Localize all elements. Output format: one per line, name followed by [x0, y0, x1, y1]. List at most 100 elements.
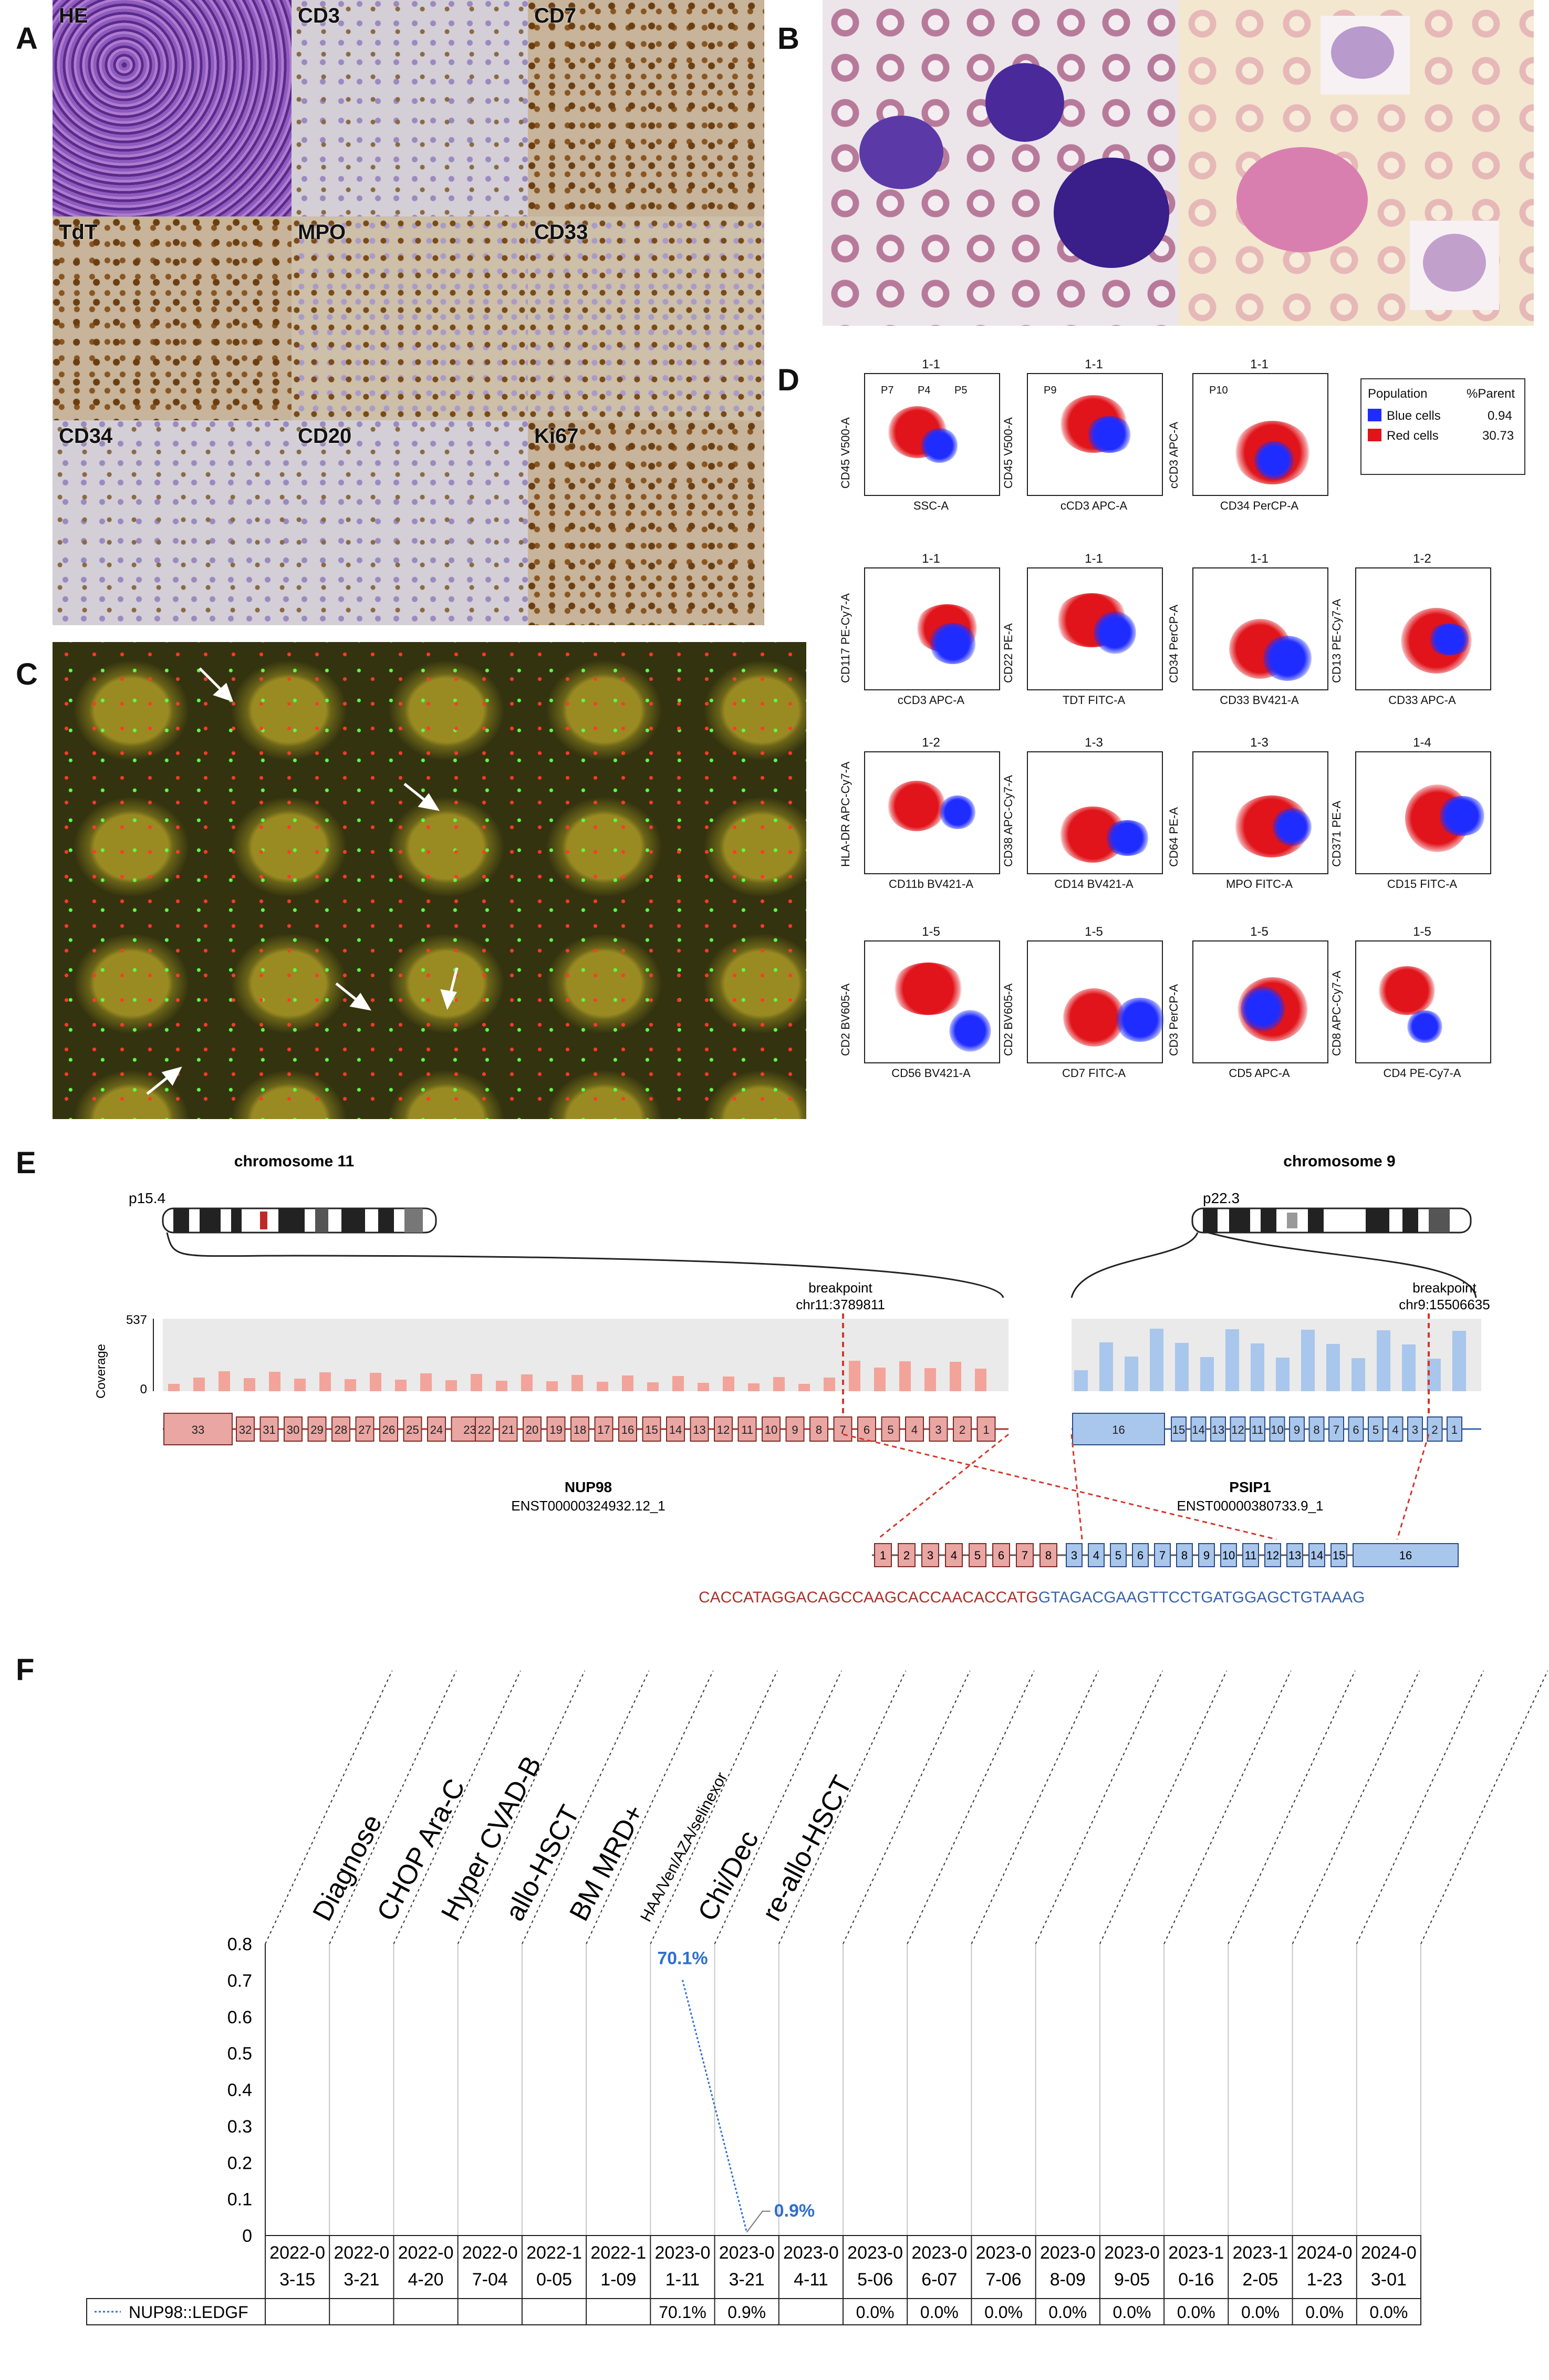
date-tick-label: 2023-0 [976, 2243, 1032, 2263]
nup98-exon-label: 26 [382, 1423, 395, 1436]
coverage-axis-label: Coverage [94, 1344, 108, 1399]
flow-plot-title: 1-3 [1250, 736, 1269, 750]
point-label: 70.1% [657, 1949, 708, 1969]
date-tick-label: 8-09 [1050, 2270, 1086, 2290]
nup98-exon [762, 1416, 781, 1442]
header-diagonal [971, 1671, 1099, 1944]
coverage-bar [521, 1374, 533, 1391]
header-diagonal [843, 1671, 971, 1944]
nup98-exon-label: 12 [717, 1423, 730, 1436]
psip1-exon [1171, 1416, 1187, 1442]
nup98-exon-label: 13 [693, 1423, 705, 1436]
fusion-exon-nup98 [969, 1543, 986, 1567]
nup98-exon [284, 1416, 303, 1442]
coverage-bar [622, 1375, 633, 1391]
coverage-tick-min: 0 [140, 1382, 147, 1396]
coverage-bar [1150, 1329, 1163, 1391]
nup98-exon-label: 28 [335, 1423, 347, 1436]
date-tick-label: 7-04 [472, 2270, 508, 2290]
value-row [86, 2298, 1421, 2325]
legend-header-population: Population [1368, 387, 1428, 401]
coverage-bar [219, 1371, 230, 1391]
ihc-tile-cd7: CD7 [528, 0, 765, 218]
flow-plot-x-label: cCD3 APC-A [1060, 499, 1128, 512]
header-diagonal [1228, 1671, 1356, 1944]
coverage-bar [193, 1378, 205, 1391]
fusion-exon-nup98 [921, 1543, 939, 1567]
psip1-exon [1328, 1416, 1344, 1442]
date-tick-label: 2024-0 [1361, 2243, 1417, 2263]
flow-plot [864, 567, 1000, 690]
blue-cell-cloud [1115, 998, 1166, 1042]
y-tick-label: 0.1 [227, 2190, 252, 2210]
blue-cell-cloud [1094, 611, 1136, 654]
chr9-breakpoint-label: breakpoint [1412, 1280, 1477, 1296]
date-tick-label: 5-06 [857, 2270, 893, 2290]
date-tick-label: 6-07 [921, 2270, 957, 2290]
nup98-exon [905, 1416, 924, 1442]
table-value: 70.1% [659, 2303, 706, 2322]
flow-plot-x-label: CD4 PE-Cy7-A [1383, 1067, 1461, 1080]
panel-label-a: A [16, 22, 38, 56]
coverage-bar [975, 1369, 986, 1391]
flow-plot [1192, 567, 1328, 690]
coverage-bar [546, 1381, 558, 1391]
chr9-title: chromosome 9 [1283, 1153, 1395, 1170]
ihc-tile-cd20: CD20 [292, 420, 529, 626]
gate-label: P4 [918, 385, 931, 396]
fusion-exon-label: 3 [927, 1549, 933, 1562]
date-tick-label: 3-21 [729, 2270, 765, 2290]
table-value: 0.0% [1305, 2303, 1344, 2322]
nup98-exon [642, 1416, 661, 1442]
y-tick-label: 0.5 [227, 2044, 252, 2064]
fusion-exon-label: 13 [1288, 1549, 1301, 1562]
fusion-transcript: 1 2 3 4 5 6 7 8 3 4 5 6 7 8 9 10 11 12 13 14 15 16 [872, 1543, 1459, 1567]
nup98-exon [355, 1416, 375, 1442]
coverage-bar [798, 1384, 810, 1391]
psip1-exon [1269, 1416, 1285, 1442]
header-diagonal [907, 1671, 1035, 1944]
flow-plot-title: 1-1 [922, 552, 940, 566]
nup98-exon [666, 1416, 685, 1442]
flow-plot-y-label: CD45 V500-A [839, 417, 852, 489]
coverage-bar [1402, 1344, 1416, 1391]
coverage-bar [1377, 1330, 1390, 1391]
fusion-exon-label: 7 [1022, 1549, 1028, 1562]
date-tick-label: 2023-0 [655, 2243, 711, 2263]
flow-plot: P9 [1027, 373, 1163, 496]
coverage-bar [571, 1375, 583, 1391]
psip1-exon [1210, 1416, 1226, 1442]
fusion-exon-nup98 [874, 1543, 892, 1567]
date-tick-label: 0-16 [1178, 2270, 1214, 2290]
coverage-bar [471, 1374, 482, 1391]
nup98-exon [570, 1416, 589, 1442]
nup98-exon [833, 1416, 853, 1442]
coverage-bar [1251, 1343, 1264, 1391]
red-cell-cloud [891, 963, 965, 1015]
table-value: 0.0% [984, 2303, 1023, 2322]
blood-smear-left [823, 0, 1179, 326]
flow-plot [1027, 751, 1163, 874]
flow-plot-x-label: CD7 FITC-A [1062, 1067, 1126, 1080]
ihc-tile-he: HE [53, 0, 293, 218]
y-tick-label: 0.4 [227, 2081, 252, 2100]
date-tick-label: 2022-1 [526, 2243, 582, 2263]
coverage-bar [1099, 1342, 1113, 1391]
gate-label: P10 [1209, 385, 1228, 396]
event-label: Chi/Dec [692, 1826, 765, 1926]
nup98-exon-label: 17 [597, 1423, 610, 1436]
fusion-exon-nup98 [992, 1543, 1010, 1567]
table-value: 0.0% [1241, 2303, 1280, 2322]
date-tick-label: 2022-1 [590, 2243, 646, 2263]
psip1-transcript: ENST00000380733.9_1 [1177, 1498, 1323, 1514]
fusion-exon-psip1 [1353, 1543, 1459, 1567]
nup98-exon-label: 5 [887, 1423, 893, 1436]
fusion-exon-label: 14 [1311, 1549, 1323, 1562]
coverage-bar [597, 1382, 608, 1391]
coverage-bar [748, 1383, 760, 1391]
psip1-exon-label: 14 [1192, 1423, 1204, 1436]
flow-plot-x-label: CD14 BV421-A [1054, 877, 1134, 891]
gate-label: P9 [1044, 385, 1057, 396]
psip1-coverage [1074, 1329, 1466, 1391]
psip1-exon [1072, 1413, 1165, 1445]
